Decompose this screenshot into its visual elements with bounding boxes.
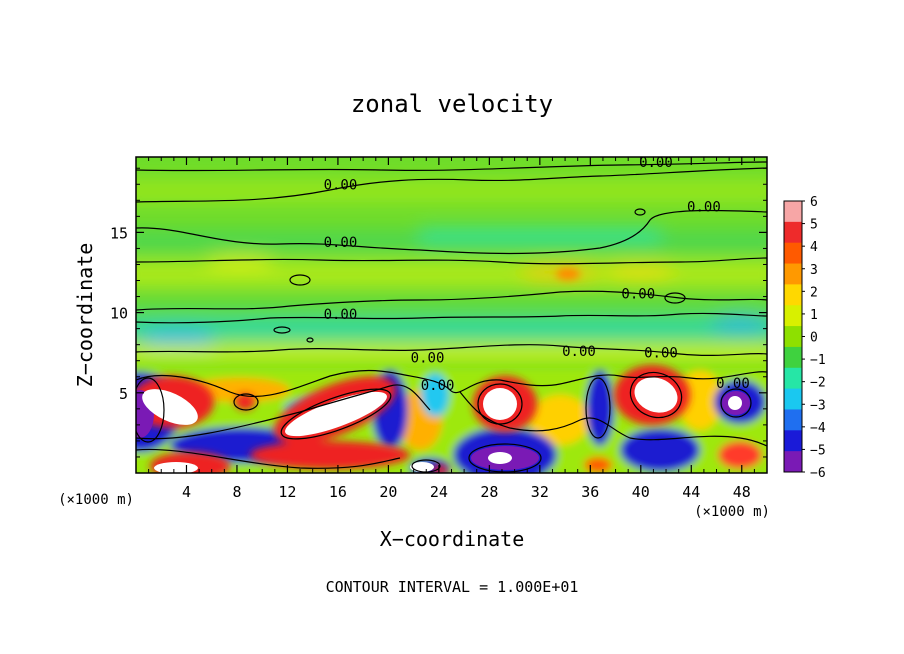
contour-label: 0.00 xyxy=(324,307,358,323)
colorbar-swatch xyxy=(784,221,802,244)
chart-title: zonal velocity xyxy=(351,90,553,118)
x-tick-label: 40 xyxy=(632,483,650,501)
x-tick-label: 24 xyxy=(430,483,448,501)
y-axis: 5 10 15 xyxy=(110,167,767,458)
x-tick-label: 20 xyxy=(379,483,397,501)
colorbar-label: 3 xyxy=(810,263,818,278)
colorbar-label: 4 xyxy=(810,240,818,255)
x-axis: 4 8 12 16 20 24 28 32 36 40 44 48 xyxy=(148,157,755,501)
y-tick-label: 15 xyxy=(110,224,128,242)
velocity-field xyxy=(136,157,767,473)
x-tick-label: 8 xyxy=(232,483,241,501)
colorbar-label: −6 xyxy=(810,466,826,481)
x-axis-label: X−coordinate xyxy=(380,527,525,551)
colorbar-swatch xyxy=(784,284,802,306)
colorbar-label: −1 xyxy=(810,353,826,368)
x-unit-label: (×1000 m) xyxy=(694,504,770,520)
x-tick-label: 16 xyxy=(329,483,347,501)
colorbar-label: 0 xyxy=(810,331,818,346)
x-tick-label: 4 xyxy=(182,483,191,501)
contour-label: 0.00 xyxy=(562,344,596,360)
colorbar-swatch xyxy=(784,451,802,473)
contour-label: 0.00 xyxy=(621,286,655,302)
contour-label: 0.00 xyxy=(716,376,750,392)
x-tick-label: 48 xyxy=(733,483,751,501)
colorbar-swatch xyxy=(784,305,802,327)
contour-labels: 0.00 0.00 0.00 0.00 0.00 0.00 0.00 0.00 0.00 0.00… xyxy=(324,155,750,394)
x-tick-label: 44 xyxy=(682,483,700,501)
colorbar-swatch xyxy=(784,409,802,431)
y-axis-label: Z−coordinate xyxy=(73,243,97,388)
contour-interval-footer: CONTOUR INTERVAL = 1.000E+01 xyxy=(326,578,579,596)
colorbar-swatch xyxy=(784,326,802,348)
colorbar-swatch xyxy=(784,242,802,265)
contour-lines xyxy=(136,161,767,473)
y-tick-label: 5 xyxy=(119,385,128,403)
contour-label: 0.00 xyxy=(324,235,358,251)
colorbar-label: 6 xyxy=(810,195,818,210)
contour-label: 0.00 xyxy=(644,346,678,362)
colorbar: 6 5 4 3 2 1 0 −1 −2 −3 −4 −5 −6 xyxy=(783,195,826,481)
x-tick-label: 32 xyxy=(531,483,549,501)
colorbar-label: 2 xyxy=(810,285,818,300)
colorbar-swatch xyxy=(784,367,802,390)
colorbar-swatch xyxy=(784,388,802,410)
contour-label: 0.00 xyxy=(324,177,358,193)
contour-label: 0.00 xyxy=(687,200,721,216)
z-unit-label: (×1000 m) xyxy=(58,492,134,508)
contour-label: 0.00 xyxy=(639,155,673,171)
colorbar-label: −2 xyxy=(810,376,826,391)
colorbar-swatch xyxy=(784,430,802,452)
colorbar-label: 1 xyxy=(810,308,818,323)
x-tick-label: 12 xyxy=(278,483,296,501)
colorbar-label: 5 xyxy=(810,218,818,233)
colorbar-label: −3 xyxy=(810,398,826,413)
colorbar-swatch xyxy=(784,346,802,369)
y-tick-label: 10 xyxy=(110,305,128,323)
colorbar-swatch xyxy=(784,201,802,223)
colorbar-label: −5 xyxy=(810,443,826,458)
colorbar-label: −4 xyxy=(810,421,826,436)
x-tick-label: 36 xyxy=(581,483,599,501)
x-tick-label: 28 xyxy=(480,483,498,501)
contour-label: 0.00 xyxy=(421,378,455,394)
contour-label: 0.00 xyxy=(411,351,445,367)
colorbar-swatch xyxy=(784,263,802,285)
